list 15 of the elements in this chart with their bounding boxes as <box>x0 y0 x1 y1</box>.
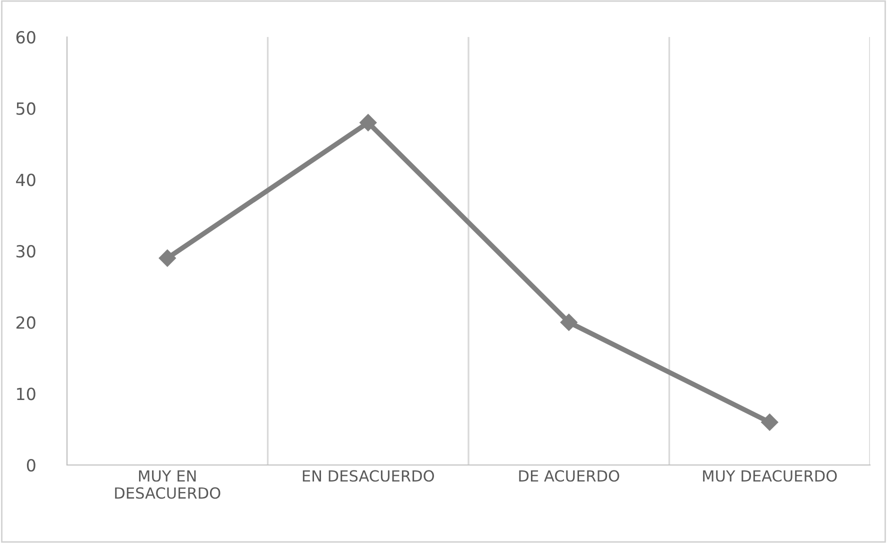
point <box>760 413 778 432</box>
point <box>560 313 578 332</box>
y-tick-label: 20 <box>16 316 36 329</box>
y-tick-label: 50 <box>16 102 36 115</box>
x-tick-label: MUY EN DESACUERDO <box>115 470 220 499</box>
y-tick-label: 0 <box>26 458 36 472</box>
x-tick-label: DE ACUERDO <box>519 470 620 482</box>
y-tick-label: 60 <box>16 30 36 44</box>
x-tick-label: MUY DEACUERDO <box>703 470 837 482</box>
y-tick-label: 10 <box>17 388 36 400</box>
x-tick-label: EN DESACUERDO <box>302 470 434 482</box>
y-tick-label: 40 <box>16 174 36 186</box>
point <box>158 249 176 267</box>
point <box>359 114 377 132</box>
y-tick-label: 30 <box>16 244 36 258</box>
